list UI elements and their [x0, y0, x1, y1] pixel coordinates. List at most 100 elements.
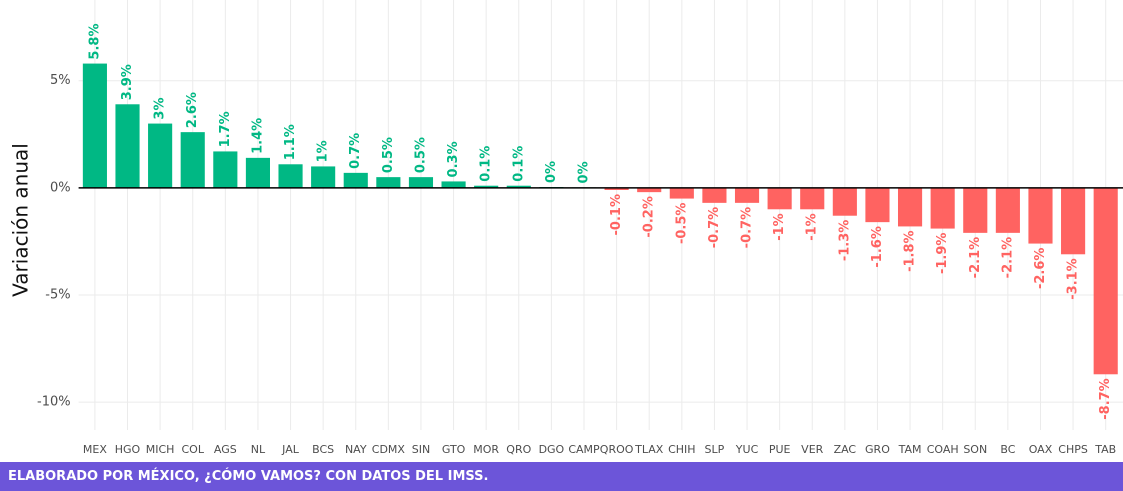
data-label: -2.1%	[1000, 237, 1015, 278]
data-label: -1.3%	[837, 220, 852, 261]
data-label: -1%	[805, 213, 820, 240]
x-tick-label: SLP	[705, 443, 725, 456]
x-tick-label: CAMP	[568, 443, 600, 456]
bar	[213, 151, 238, 188]
data-label: 3%	[153, 97, 168, 119]
bar	[506, 185, 531, 188]
bar	[1028, 187, 1053, 244]
x-tick-label: QRO	[506, 443, 531, 456]
bar	[441, 181, 466, 188]
x-tick-label: CHIH	[668, 443, 695, 456]
x-tick-label: GTO	[442, 443, 466, 456]
x-tick-label: AGS	[214, 443, 237, 456]
bar	[734, 187, 760, 203]
x-tick-label: ZAC	[834, 443, 857, 456]
bar	[865, 187, 890, 223]
x-tick-label: HGO	[115, 443, 141, 456]
data-label: 1.7%	[218, 111, 233, 147]
data-label: -1.8%	[903, 230, 918, 271]
x-tick-label: OAX	[1029, 443, 1053, 456]
bar	[343, 172, 368, 188]
data-label: 5.8%	[87, 24, 102, 60]
data-label: 0.5%	[381, 137, 396, 173]
x-tick-label: VER	[801, 443, 823, 456]
bar	[767, 187, 792, 210]
y-axis-label: Variación anual	[9, 143, 33, 297]
data-label: 0.1%	[479, 146, 494, 182]
x-tick-label: TLAX	[634, 443, 664, 456]
bar	[669, 187, 694, 199]
data-label: -8.7%	[1098, 378, 1113, 419]
x-tick-label: NL	[251, 443, 266, 456]
chart: Variación anual -10% -5% 0% 5% MEX 5.8% HGO 3.9…	[9, 0, 1123, 456]
x-tick-label: GRO	[865, 443, 890, 456]
x-tick-label: MEX	[83, 443, 107, 456]
x-tick-label: JAL	[281, 443, 300, 456]
data-label: 0%	[576, 161, 591, 183]
bar	[702, 187, 727, 203]
bar	[1061, 187, 1086, 255]
bar	[637, 187, 662, 193]
data-label: -3.1%	[1066, 258, 1081, 299]
y-tick-label: 0%	[50, 180, 71, 195]
bar	[115, 104, 140, 188]
data-label: -1.9%	[935, 233, 950, 274]
x-tick-label: CHPS	[1058, 443, 1088, 456]
x-tick-label: BC	[1000, 443, 1015, 456]
data-label: -2.6%	[1033, 248, 1048, 289]
bar	[245, 157, 270, 188]
bar	[82, 63, 107, 188]
x-tick-label: SIN	[412, 443, 430, 456]
x-tick-label: SON	[963, 443, 987, 456]
bar	[897, 187, 923, 227]
bar	[148, 123, 173, 188]
data-label: -0.2%	[642, 196, 657, 237]
footer: ELABORADO POR MÉXICO, ¿CÓMO VAMOS? CON D…	[0, 462, 1123, 491]
x-tick-label: TAM	[898, 443, 922, 456]
bar	[930, 187, 955, 229]
data-label: -0.7%	[740, 207, 755, 248]
y-tick-label: -5%	[45, 288, 70, 303]
y-tick-label: -10%	[37, 395, 71, 410]
data-label: 0%	[544, 161, 559, 183]
x-tick-label: BCS	[312, 443, 334, 456]
data-label: -2.1%	[968, 237, 983, 278]
data-label: 1.1%	[283, 124, 298, 160]
bar	[278, 164, 303, 188]
data-label: 0.5%	[413, 137, 428, 173]
data-label: 0.1%	[511, 146, 526, 182]
bar	[832, 187, 857, 216]
x-tick-label: MICH	[146, 443, 175, 456]
x-tick-label: DGO	[539, 443, 565, 456]
x-tick-label: MOR	[473, 443, 499, 456]
data-label: -0.5%	[674, 203, 689, 244]
bar	[963, 187, 988, 233]
data-label: 1.4%	[250, 118, 265, 154]
x-tick-label: PUE	[769, 443, 791, 456]
data-label: -1.6%	[870, 226, 885, 267]
data-label: 0.7%	[348, 133, 363, 169]
bar	[408, 177, 434, 188]
bar	[474, 185, 499, 188]
data-label: 1%	[316, 140, 331, 162]
bar	[995, 187, 1020, 233]
x-tick-label: TAB	[1094, 443, 1116, 456]
x-tick-label: YUC	[735, 443, 759, 456]
x-tick-label: COL	[181, 443, 204, 456]
x-tick-label: NAY	[345, 443, 367, 456]
y-tick-label: 5%	[50, 73, 71, 88]
data-label: 3.9%	[120, 64, 135, 100]
data-label: -0.1%	[609, 194, 624, 235]
data-label: 2.6%	[185, 92, 200, 128]
bar	[800, 187, 825, 210]
data-label: -0.7%	[707, 207, 722, 248]
bar	[376, 177, 401, 188]
bar	[604, 187, 629, 190]
x-tick-label: CDMX	[372, 443, 406, 456]
x-tick-label: COAH	[927, 443, 959, 456]
bar	[180, 132, 205, 188]
data-label: 0.3%	[446, 141, 461, 177]
x-tick-label: QROO	[600, 443, 634, 456]
data-label: -1%	[772, 213, 787, 240]
